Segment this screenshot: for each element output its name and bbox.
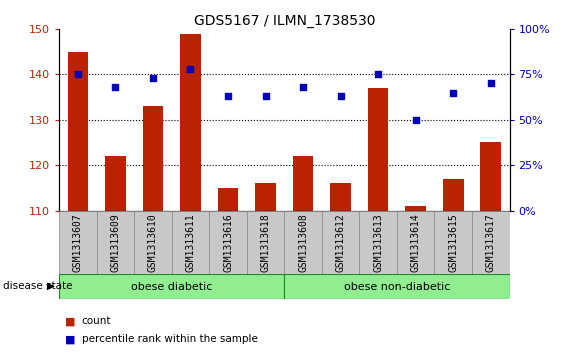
Bar — [97, 211, 134, 274]
Text: GSM1313609: GSM1313609 — [110, 213, 120, 272]
Text: GSM1313615: GSM1313615 — [448, 213, 458, 272]
Bar — [180, 34, 201, 211]
Bar — [397, 211, 435, 274]
Text: ▶: ▶ — [47, 281, 55, 291]
Bar — [59, 211, 97, 274]
Bar — [443, 179, 463, 211]
Bar — [322, 211, 359, 274]
Point — [449, 90, 458, 95]
Text: GSM1313611: GSM1313611 — [185, 213, 195, 272]
Bar — [105, 156, 126, 211]
Bar — [368, 88, 388, 211]
Bar — [172, 211, 209, 274]
Bar — [284, 274, 510, 299]
Point — [186, 66, 195, 72]
Bar — [247, 211, 284, 274]
Bar — [293, 156, 314, 211]
Text: GSM1313613: GSM1313613 — [373, 213, 383, 272]
Title: GDS5167 / ILMN_1738530: GDS5167 / ILMN_1738530 — [194, 14, 375, 28]
Text: GSM1313614: GSM1313614 — [410, 213, 421, 272]
Text: disease state: disease state — [3, 281, 72, 291]
Text: obese non-diabetic: obese non-diabetic — [344, 282, 450, 292]
Text: ■: ■ — [65, 334, 75, 344]
Point — [336, 93, 345, 99]
Point — [486, 81, 495, 86]
Text: ■: ■ — [65, 316, 75, 326]
Text: percentile rank within the sample: percentile rank within the sample — [82, 334, 257, 344]
Bar — [359, 211, 397, 274]
Bar — [218, 188, 238, 211]
Point — [298, 84, 307, 90]
Point — [149, 75, 158, 81]
Point — [73, 72, 82, 77]
Bar — [284, 211, 322, 274]
Point — [224, 93, 233, 99]
Point — [111, 84, 120, 90]
Text: count: count — [82, 316, 111, 326]
Text: GSM1313618: GSM1313618 — [261, 213, 271, 272]
Bar — [209, 211, 247, 274]
Text: GSM1313610: GSM1313610 — [148, 213, 158, 272]
Bar — [255, 183, 276, 211]
Bar — [435, 211, 472, 274]
Bar — [59, 274, 284, 299]
Bar — [142, 106, 163, 211]
Text: obese diabetic: obese diabetic — [131, 282, 212, 292]
Text: GSM1313607: GSM1313607 — [73, 213, 83, 272]
Text: GSM1313616: GSM1313616 — [223, 213, 233, 272]
Bar — [134, 211, 172, 274]
Point — [411, 117, 420, 123]
Point — [261, 93, 270, 99]
Bar — [330, 183, 351, 211]
Bar — [68, 52, 88, 211]
Bar — [405, 206, 426, 211]
Text: GSM1313608: GSM1313608 — [298, 213, 308, 272]
Text: GSM1313612: GSM1313612 — [336, 213, 346, 272]
Point — [374, 72, 383, 77]
Text: GSM1313617: GSM1313617 — [486, 213, 496, 272]
Bar — [472, 211, 510, 274]
Bar — [480, 143, 501, 211]
